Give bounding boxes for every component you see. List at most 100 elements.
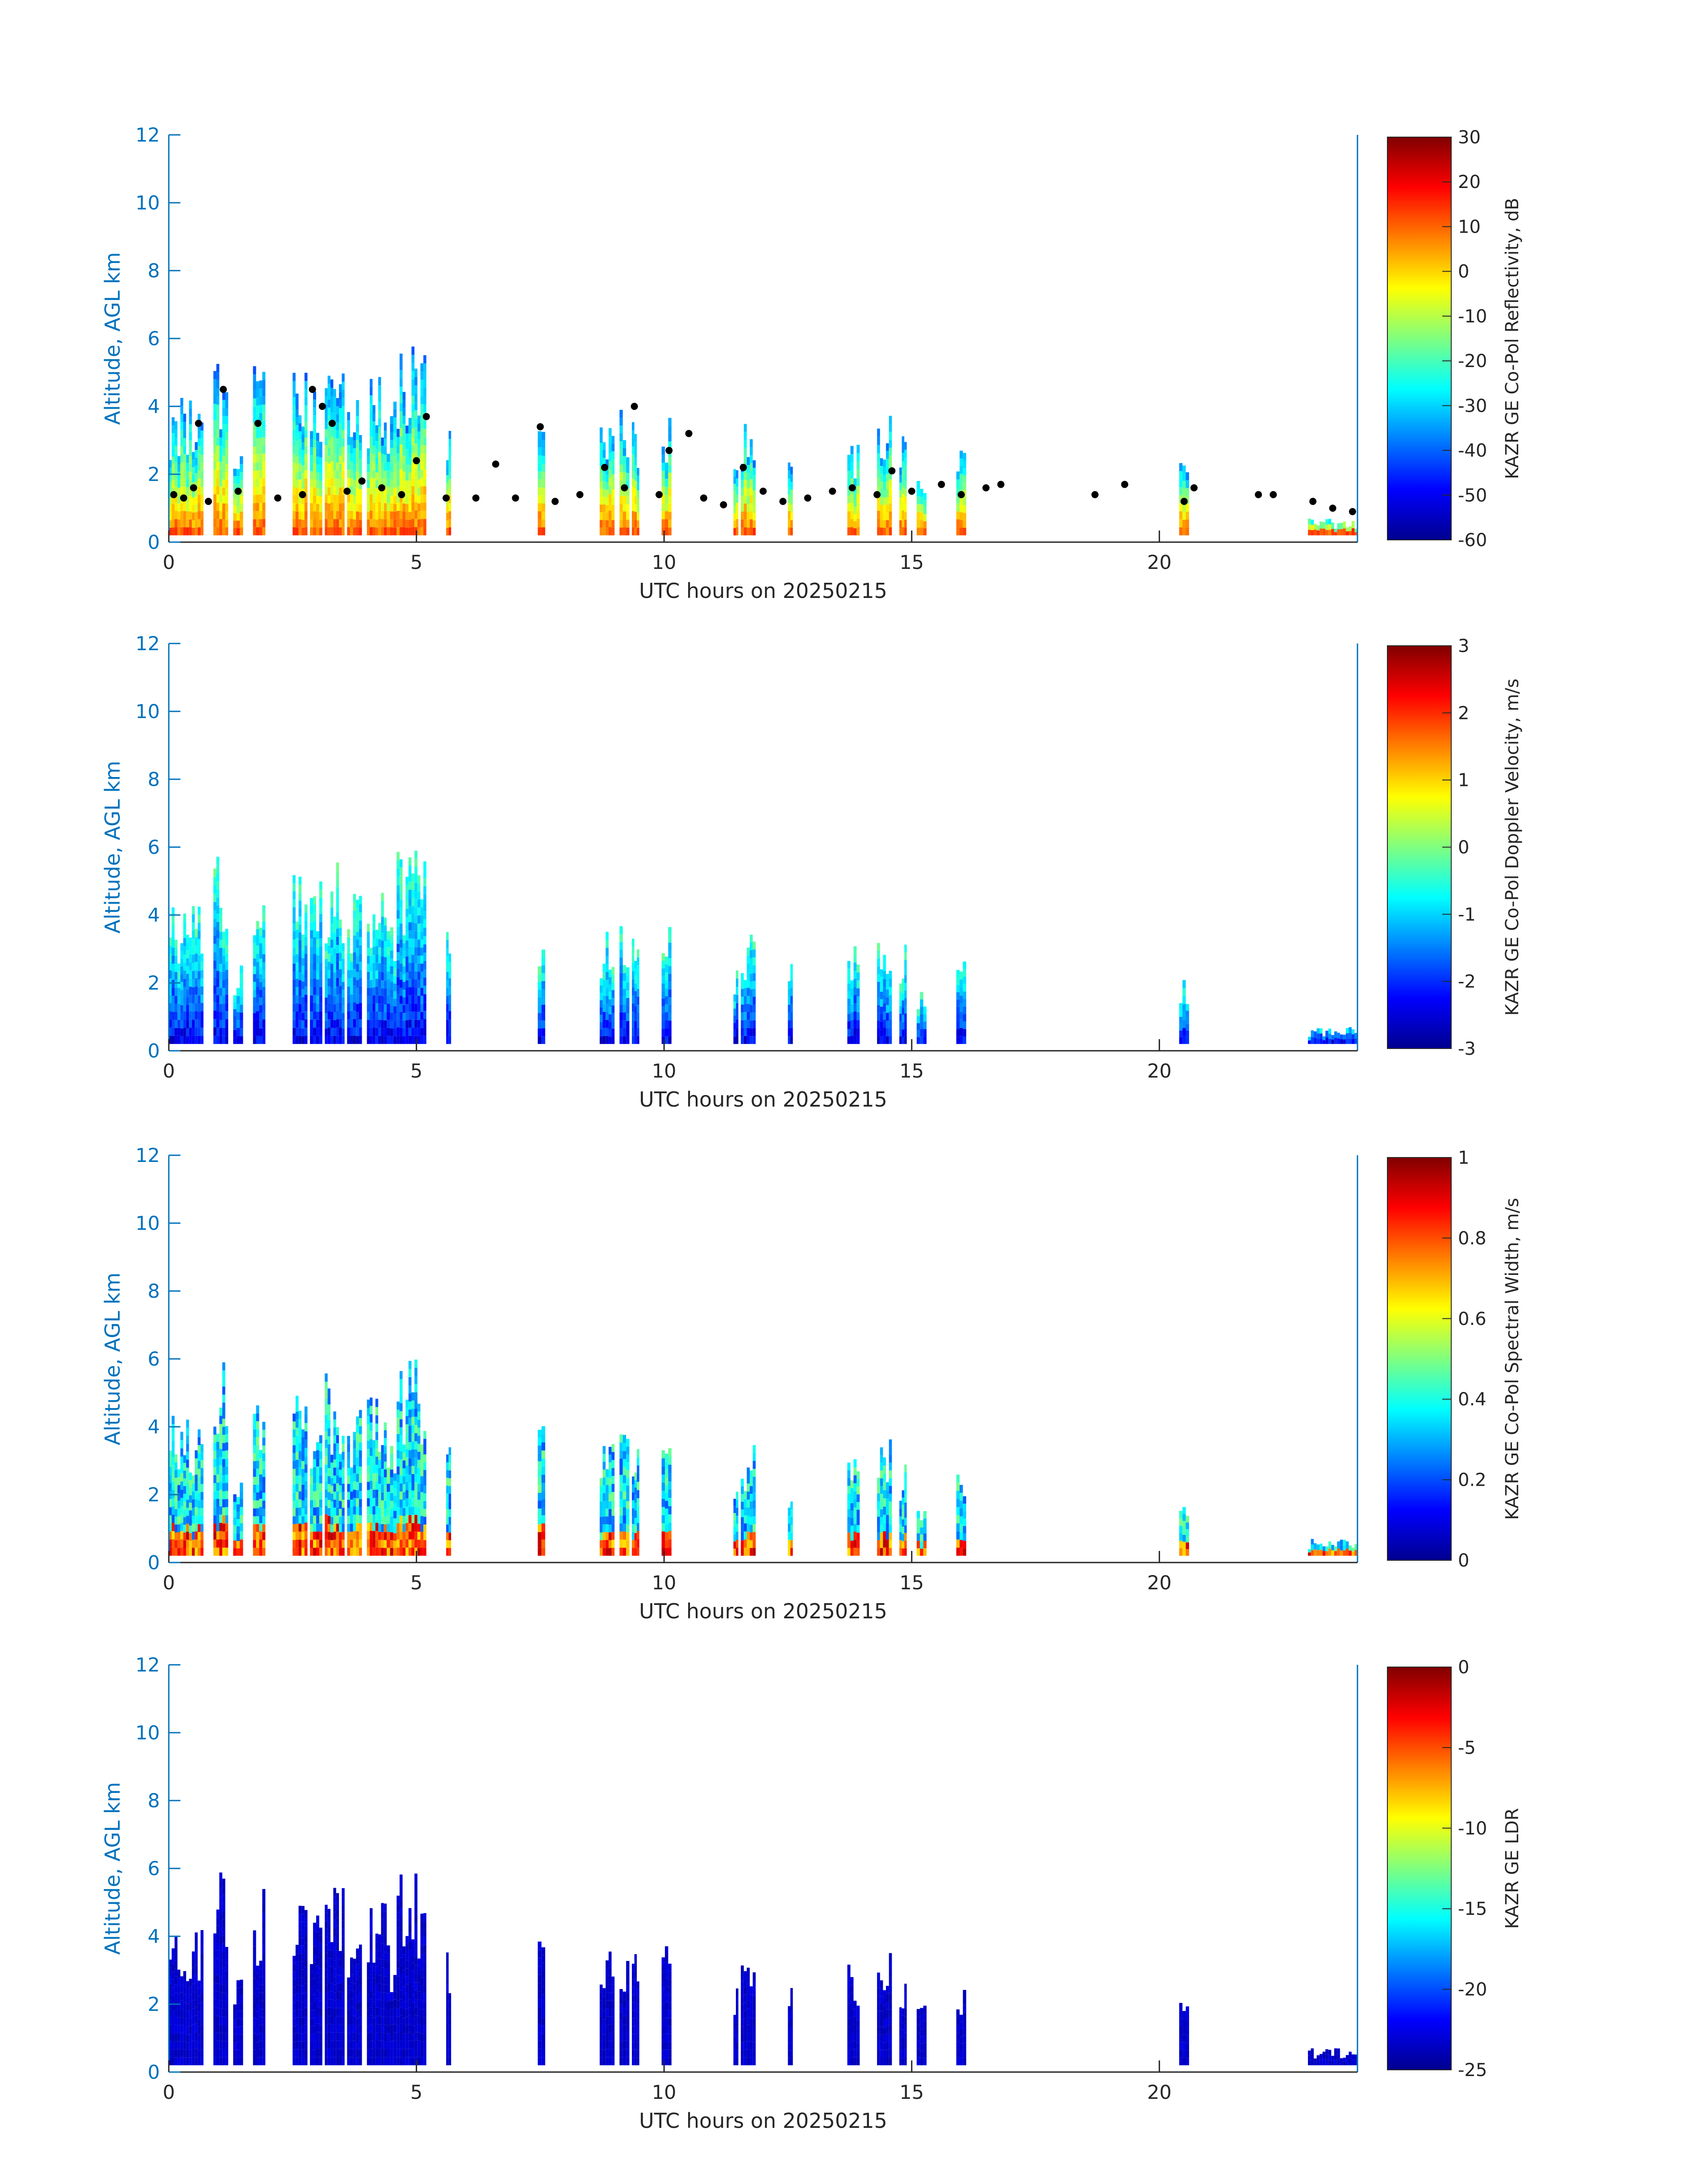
radar-cell bbox=[741, 480, 744, 488]
radar-cell bbox=[619, 926, 623, 934]
radar-cell bbox=[180, 414, 184, 422]
radar-cell bbox=[637, 483, 639, 491]
radar-cell bbox=[877, 1548, 880, 1556]
radar-cell bbox=[408, 898, 412, 906]
radar-cell bbox=[183, 995, 186, 1003]
radar-cell bbox=[399, 403, 403, 412]
radar-cell bbox=[301, 527, 305, 535]
radar-cell bbox=[423, 1478, 426, 1486]
radar-cell bbox=[883, 1003, 886, 1012]
radar-cell bbox=[963, 1526, 966, 1534]
radar-cell bbox=[602, 489, 606, 497]
radar-cell bbox=[342, 997, 345, 1006]
radar-cell bbox=[877, 445, 880, 453]
radar-cell bbox=[850, 1510, 854, 1518]
radar-cell bbox=[661, 495, 665, 503]
radar-cell bbox=[790, 972, 793, 980]
radar-cell bbox=[197, 462, 201, 471]
radar-cell bbox=[384, 455, 387, 463]
radar-cell bbox=[342, 438, 345, 447]
radar-cell bbox=[292, 1492, 296, 1500]
radar-cell bbox=[292, 1421, 296, 1429]
radar-cell bbox=[661, 961, 665, 969]
radar-cell bbox=[262, 962, 266, 971]
radar-cell bbox=[747, 1011, 750, 1020]
radar-cell bbox=[295, 1404, 299, 1412]
radar-cell bbox=[390, 927, 393, 935]
radar-cell bbox=[327, 471, 331, 480]
radar-cell bbox=[192, 963, 195, 971]
radar-cell bbox=[313, 479, 316, 488]
radar-cell bbox=[599, 473, 603, 481]
radar-cell bbox=[197, 1469, 201, 1477]
radar-cell bbox=[236, 469, 240, 476]
radar-cell bbox=[399, 1443, 403, 1452]
radar-cell bbox=[408, 472, 412, 481]
radar-cell bbox=[387, 995, 390, 1004]
radar-cell bbox=[353, 1448, 356, 1457]
radar-cell bbox=[298, 924, 302, 932]
radar-cell bbox=[169, 2041, 172, 2049]
radar-cell bbox=[256, 1532, 259, 1540]
radar-cell bbox=[336, 969, 339, 978]
radar-cell bbox=[372, 1028, 376, 1036]
radar-cell bbox=[378, 460, 381, 469]
radar-cell bbox=[186, 950, 189, 958]
radar-cell bbox=[183, 913, 186, 922]
radar-cell bbox=[538, 1508, 542, 1517]
radar-cell bbox=[750, 1509, 753, 1517]
radar-cell bbox=[599, 504, 603, 513]
cloud-base-point bbox=[779, 497, 787, 505]
radar-cell bbox=[402, 487, 406, 496]
radar-cell bbox=[378, 393, 381, 402]
radar-cell bbox=[602, 1524, 606, 1533]
radar-cell bbox=[741, 503, 744, 512]
radar-cell bbox=[959, 1540, 963, 1548]
radar-cell bbox=[222, 455, 226, 464]
radar-cell bbox=[353, 961, 356, 969]
radar-cell bbox=[262, 453, 266, 462]
radar-cell bbox=[197, 1429, 201, 1437]
radar-cell bbox=[325, 943, 328, 951]
radar-cell bbox=[611, 512, 615, 520]
radar-cell bbox=[622, 1435, 626, 1443]
radar-cell bbox=[347, 1036, 350, 1044]
radar-cell bbox=[632, 527, 635, 535]
radar-cell bbox=[177, 2049, 180, 2057]
radar-cell bbox=[174, 1952, 178, 1961]
radar-cell bbox=[213, 379, 217, 388]
radar-cell bbox=[174, 1509, 178, 1517]
radar-cell bbox=[743, 455, 747, 464]
radar-cell bbox=[189, 1548, 192, 1556]
radar-cell bbox=[538, 1477, 542, 1485]
radar-cell bbox=[608, 527, 612, 535]
radar-cell bbox=[169, 475, 172, 483]
radar-cell bbox=[367, 1490, 370, 1498]
radar-cell bbox=[183, 414, 186, 422]
radar-cell bbox=[606, 1477, 609, 1485]
radar-cell bbox=[423, 388, 426, 397]
radar-cell bbox=[225, 1531, 229, 1540]
radar-cell bbox=[378, 402, 381, 410]
radar-cell bbox=[292, 1020, 296, 1028]
radar-cell bbox=[880, 991, 883, 999]
radar-cell bbox=[192, 497, 195, 505]
radar-cell bbox=[336, 1435, 339, 1443]
radar-cell bbox=[298, 1443, 302, 1451]
radar-cell bbox=[637, 1028, 639, 1036]
radar-cell bbox=[336, 430, 339, 439]
radar-cell bbox=[637, 1020, 639, 1028]
radar-cell bbox=[850, 1503, 854, 1511]
radar-cell bbox=[408, 1401, 412, 1410]
radar-cell bbox=[295, 1475, 299, 1484]
radar-cell bbox=[420, 939, 424, 948]
radar-cell bbox=[387, 987, 390, 996]
radar-cell bbox=[877, 1478, 880, 1486]
radar-cell bbox=[359, 1036, 362, 1044]
radar-cell bbox=[378, 1524, 381, 1532]
radar-cell bbox=[611, 1547, 615, 1556]
radar-cell bbox=[347, 428, 350, 437]
radar-cell bbox=[959, 473, 963, 482]
radar-cell bbox=[375, 1473, 379, 1482]
radar-cell bbox=[847, 1462, 851, 1471]
